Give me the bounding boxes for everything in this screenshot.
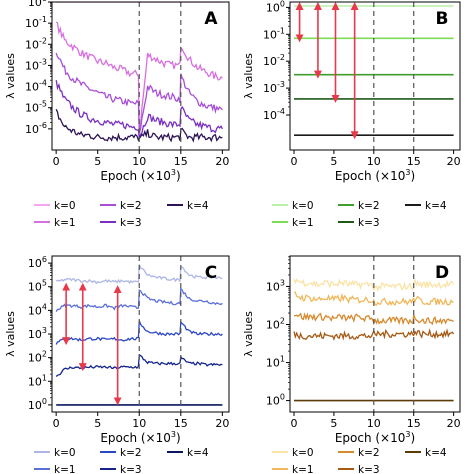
x-tick-label: 15 [174, 155, 188, 168]
legend-label: k=4 [187, 447, 209, 459]
axes-frame [289, 1, 461, 151]
legend-label: k=1 [54, 217, 76, 229]
x-tick-label: 5 [330, 417, 337, 430]
x-tick-label: 5 [94, 417, 101, 430]
tick-label: 10-6 [25, 121, 47, 136]
tick-label: 102 [266, 316, 285, 331]
x-tick-label: 0 [53, 417, 60, 430]
legend-label: k=3 [358, 217, 380, 229]
tick-label: 100 [28, 0, 47, 9]
x-axis-label: Epoch (×103) [100, 430, 180, 445]
tick-label: 10-1 [263, 26, 285, 41]
panel-C: 0 5 10 15 20 100 101 102 103 104 105 106 Epoch (×103… [4, 255, 230, 474]
tick-label: 10-4 [25, 79, 47, 94]
panel-A: 0 5 10 15 20 10-6 10-5 10-4 10-3 10-2 10-1 100 Epoch… [4, 0, 230, 229]
tick-label: 105 [28, 279, 47, 294]
legend-label: k=1 [292, 217, 314, 229]
tick-label: 101 [28, 373, 47, 388]
series-line-k=0 [55, 264, 223, 285]
legend-label: k=2 [120, 200, 142, 212]
legend-label: k=0 [54, 447, 76, 459]
tick-label: 10-2 [25, 36, 47, 51]
tick-label: 104 [28, 302, 47, 317]
axes-frame [51, 1, 230, 151]
x-tick-label: 5 [94, 155, 101, 168]
x-tick-label: 0 [290, 417, 297, 430]
legend-label: k=0 [292, 200, 314, 212]
tick-label: 10-3 [25, 57, 47, 72]
legend-label: k=2 [358, 447, 380, 459]
x-tick-label: 10 [132, 155, 146, 168]
x-tick-label: 5 [330, 155, 337, 168]
tick-label: 102 [28, 350, 47, 365]
tick-label: 10-3 [263, 80, 285, 95]
legend-label: k=3 [358, 464, 380, 474]
y-axis-label: λ values [242, 53, 255, 99]
y-axis-label: λ values [4, 311, 17, 357]
panel-letter: D [435, 263, 449, 283]
legend-label: k=0 [292, 447, 314, 459]
legend-label: k=0 [54, 200, 76, 212]
tick-label: 103 [266, 278, 285, 293]
x-tick-label: 20 [447, 417, 461, 430]
x-tick-label: 20 [215, 155, 229, 168]
x-tick-label: 10 [367, 417, 381, 430]
x-tick-label: 0 [290, 155, 297, 168]
series-line-k=1 [293, 291, 454, 307]
x-tick-label: 10 [132, 417, 146, 430]
panel-B: 0 5 10 15 20 10-4 10-3 10-2 10-1 100 Epoch (×103) λ… [242, 0, 461, 229]
x-tick-label: 0 [53, 155, 60, 168]
legend-label: k=4 [425, 447, 447, 459]
series-line-k=0 [293, 278, 455, 293]
legend-label: k=3 [120, 464, 142, 474]
tick-label: 100 [266, 393, 285, 408]
tick-label: 103 [28, 326, 47, 341]
x-tick-label: 20 [447, 155, 461, 168]
series-line-k=1 [55, 286, 223, 313]
legend-label: k=1 [54, 464, 76, 474]
tick-label: 101 [266, 355, 285, 370]
x-axis-label: Epoch (×103) [335, 430, 415, 445]
x-tick-label: 15 [407, 155, 421, 168]
tick-label: 10-1 [25, 15, 47, 30]
tick-label: 100 [28, 397, 47, 412]
y-axis-label: λ values [4, 53, 17, 99]
tick-label: 10-4 [263, 107, 285, 122]
x-tick-label: 15 [174, 417, 188, 430]
tick-label: 10-5 [25, 100, 47, 115]
x-tick-label: 10 [367, 155, 381, 168]
legend: k=0 k=2 k=4 k=1 k=3 [34, 200, 209, 229]
legend: k=0 k=2 k=4 k=1 k=3 [272, 200, 447, 229]
axes-frame [289, 255, 461, 413]
legend: k=0 k=2 k=4 k=1 k=3 [272, 447, 447, 474]
tick-label: 106 [28, 255, 47, 270]
x-tick-label: 20 [215, 417, 229, 430]
panel-letter: C [205, 263, 217, 283]
legend-label: k=4 [187, 200, 209, 212]
y-axis-label: λ values [242, 311, 255, 357]
legend-label: k=4 [425, 200, 447, 212]
legend-label: k=2 [120, 447, 142, 459]
panel-letter: A [204, 9, 218, 29]
legend-label: k=3 [120, 217, 142, 229]
x-tick-label: 15 [407, 417, 421, 430]
x-axis-label: Epoch (×103) [100, 168, 180, 183]
tick-label: 10-2 [263, 53, 285, 68]
legend-label: k=2 [358, 200, 380, 212]
x-axis-label: Epoch (×103) [335, 168, 415, 183]
legend-label: k=1 [292, 464, 314, 474]
legend: k=0 k=2 k=4 k=1 k=3 [34, 447, 209, 474]
tick-label: 100 [266, 0, 285, 14]
panel-D: 0 5 10 15 20 100 101 102 103 Epoch (×103) λ values… [242, 255, 461, 474]
panel-letter: B [436, 9, 449, 29]
